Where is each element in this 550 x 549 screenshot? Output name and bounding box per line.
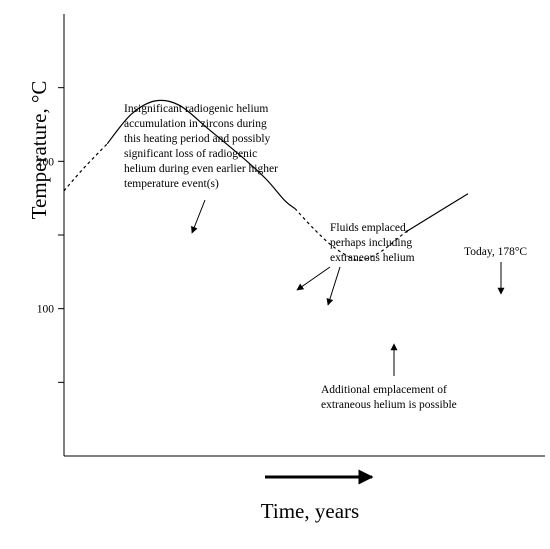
annotation-line: accumulation in zircons during — [124, 118, 267, 130]
annotation-line: this heating period and possibly — [124, 133, 271, 145]
annotation-arrow — [296, 266, 331, 291]
temperature-curve-segment-dashed — [63, 143, 108, 192]
svg-text:Additional emplacement of: Additional emplacement of extraneous hel… — [321, 384, 457, 411]
temperature-curve-segment-dashed — [294, 208, 406, 262]
y-axis-label: Temperature, °C — [27, 81, 51, 220]
annotation-line: Insignificant radiogenic helium — [124, 103, 268, 115]
x-axis-label: Time, years — [261, 499, 359, 523]
annotation-line: Additional emplacement of — [321, 384, 447, 396]
annotation-line: temperature event(s) — [124, 178, 219, 190]
annotation-line: Fluids emplaced, — [330, 222, 409, 234]
annotation-fluids-emplaced: Fluids emplaced, perhaps including extra… — [296, 222, 415, 306]
annotation-line: significant loss of radiogenic — [124, 148, 257, 160]
annotation-line: extraneous helium — [330, 252, 415, 264]
svg-text:Fluids emplaced, perhaps: Fluids emplaced, perhaps including extra… — [330, 222, 415, 264]
annotation-arrow — [326, 266, 341, 306]
annotation-arrow — [191, 199, 206, 234]
annotation-line: perhaps including — [330, 237, 412, 249]
svg-text:Today, 178°C: Today, 178°C — [464, 246, 527, 258]
annotation-additional-emplacement: Additional emplacement of extraneous hel… — [321, 343, 457, 411]
annotation-heating-period: Insignificant radiogenic helium accumula… — [124, 103, 281, 234]
annotation-line: helium during even earlier higher — [124, 163, 278, 175]
annotation-today: Today, 178°C — [464, 246, 527, 295]
annotation-line: Today, 178°C — [464, 246, 527, 258]
y-tick-label: 100 — [37, 304, 55, 316]
annotation-line: extraneous helium is possible — [321, 399, 457, 411]
temperature-curve-segment-solid — [106, 99, 296, 209]
y-tick-label: 200 — [37, 156, 55, 168]
svg-text:Insignificant radiogenic heliu: Insignificant radiogenic helium accumula… — [124, 103, 281, 190]
temperature-curve-segment-solid — [405, 193, 469, 233]
